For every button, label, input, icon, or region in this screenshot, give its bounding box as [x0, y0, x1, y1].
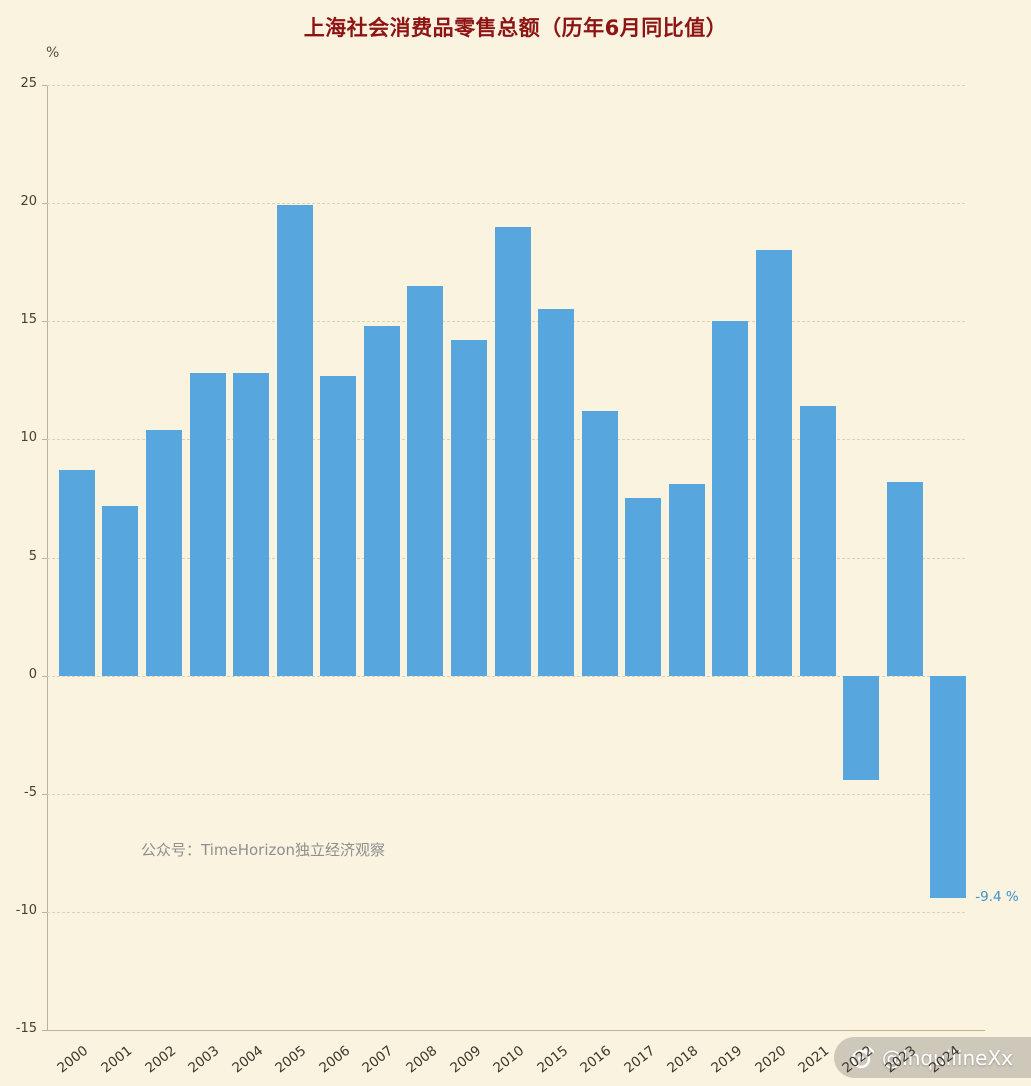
x-tick-label: 2005 [272, 1042, 310, 1077]
x-tick-label: 2019 [708, 1042, 746, 1077]
x-tick-label: 2009 [446, 1042, 484, 1077]
bar-2007 [363, 325, 400, 676]
y-tick-label: 5 [28, 548, 37, 564]
x-tick-label: 2001 [98, 1042, 136, 1077]
bar-value-label: -9.4 % [975, 888, 1019, 905]
x-tick-label: 2015 [534, 1042, 572, 1077]
bar-2009 [450, 340, 487, 676]
bar-2006 [320, 375, 357, 676]
gridline [47, 85, 965, 86]
y-tick-label: 25 [20, 76, 37, 91]
bar-2024 [930, 675, 967, 898]
y-axis-tick [42, 557, 47, 559]
bar-2022 [843, 675, 880, 780]
y-axis-tick [42, 321, 47, 323]
x-tick-label: 2020 [751, 1042, 789, 1077]
bar-2010 [494, 226, 531, 676]
y-tick-label: 0 [28, 666, 37, 682]
chart-title: 上海社会消费品零售总额（历年6月同比值） [303, 16, 728, 40]
bar-2005 [276, 205, 313, 676]
x-tick-label: 2016 [577, 1042, 615, 1077]
y-axis-tick [42, 675, 47, 677]
y-tick-label: 20 [20, 194, 37, 210]
bar-2016 [581, 411, 618, 676]
y-axis-tick [42, 911, 47, 913]
bar-2000 [58, 470, 95, 676]
bar-2004 [233, 373, 270, 676]
y-tick-label: 10 [20, 430, 37, 446]
credit-badge: @InquilineXx [833, 1037, 1031, 1078]
bar-2003 [189, 373, 226, 676]
bar-2017 [625, 498, 662, 676]
y-tick-label: -10 [15, 902, 37, 918]
bar-2019 [712, 321, 749, 676]
gridline [47, 793, 965, 795]
y-axis-tick [42, 439, 47, 441]
y-axis-tick [42, 1030, 47, 1031]
x-tick-label: 2008 [403, 1042, 441, 1077]
gridline [47, 675, 965, 677]
y-tick-label: -5 [24, 784, 37, 800]
x-tick-label: 2002 [141, 1042, 179, 1077]
bar-2001 [102, 505, 139, 676]
credit-handle: @InquilineXx [881, 1045, 1013, 1070]
x-tick-label: 2017 [621, 1042, 659, 1077]
x-axis-line [47, 1030, 985, 1031]
x-tick-label: 2018 [664, 1042, 702, 1077]
y-axis-tick [42, 793, 47, 795]
y-axis-tick [42, 85, 47, 86]
x-tick-label: 2004 [229, 1042, 267, 1077]
bar-2018 [668, 484, 705, 676]
y-tick-label: 15 [20, 312, 37, 328]
bar-2020 [755, 250, 792, 676]
gridline [47, 911, 965, 913]
y-axis-unit-label: % [46, 45, 60, 61]
bar-2002 [145, 429, 182, 676]
gridline [47, 203, 965, 205]
watermark-text: 公众号：TimeHorizon独立经济观察 [141, 841, 386, 859]
bar-2008 [407, 285, 444, 676]
bar-2021 [799, 406, 836, 676]
x-tick-label: 2000 [54, 1042, 92, 1077]
x-tick-label: 2003 [185, 1042, 223, 1077]
x-tick-label: 2006 [316, 1042, 354, 1077]
y-axis-tick [42, 203, 47, 205]
x-tick-label: 2021 [795, 1042, 833, 1077]
bar-2015 [538, 309, 575, 676]
bar-2023 [886, 481, 923, 676]
x-tick-label: 2007 [359, 1042, 397, 1077]
weibo-icon [848, 1045, 874, 1071]
x-tick-label: 2010 [490, 1042, 528, 1077]
y-tick-label: -15 [15, 1021, 37, 1036]
